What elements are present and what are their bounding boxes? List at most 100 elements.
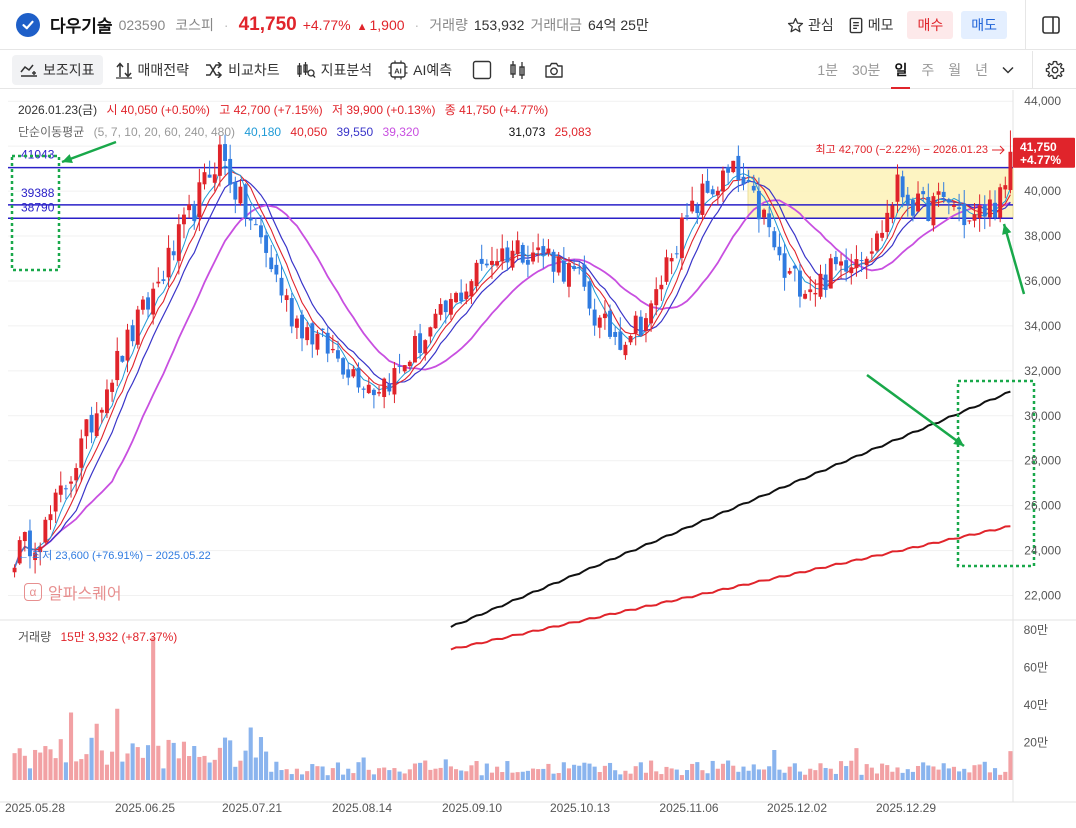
volume-bar: [104, 764, 110, 780]
candle-body: [182, 214, 186, 225]
ai-predict-label: AI예측: [413, 61, 453, 78]
y-tick-label: 26,000: [1024, 499, 1061, 513]
candle-body: [418, 333, 423, 353]
candle-body: [484, 263, 489, 266]
screenshot-button[interactable]: [544, 61, 564, 79]
volume-bar: [305, 771, 310, 780]
volume-bar: [474, 761, 479, 780]
volume-bar: [597, 772, 602, 780]
volume-bar: [566, 768, 572, 780]
watch-button[interactable]: 관심: [787, 15, 834, 35]
tf-week[interactable]: 주: [921, 62, 935, 78]
level-label-41043: 41043: [21, 148, 55, 162]
volume-bar: [335, 762, 341, 780]
volume-bar: [520, 771, 525, 780]
buy-button[interactable]: 매수: [907, 11, 954, 39]
candle-body: [253, 224, 258, 226]
brand-watermark: α 알파스퀘어: [24, 580, 122, 604]
ai-predict-button[interactable]: AI AI예측: [388, 60, 452, 80]
candle-body: [957, 207, 962, 210]
ma-periods: (5, 7, 10, 20, 60, 240, 480): [93, 125, 236, 139]
volume-bar: [79, 759, 84, 780]
volume-tick-label: 20만: [1024, 736, 1048, 750]
memo-button[interactable]: 메모: [848, 15, 893, 35]
volume-bar: [43, 746, 48, 780]
volume-bar: [623, 770, 628, 780]
candle-body: [946, 199, 951, 203]
volume-bar: [808, 768, 813, 780]
strategy-button[interactable]: 매매전략: [115, 60, 189, 80]
y-tick-label: 24,000: [1024, 544, 1061, 558]
tf-month[interactable]: 월: [948, 62, 962, 78]
candle-body: [402, 365, 407, 372]
volume-bar: [279, 770, 284, 780]
candle-body: [849, 267, 854, 274]
last-price-value: 41,750: [1020, 140, 1057, 154]
level-label-38790: 38790: [21, 200, 55, 214]
candle-body: [233, 181, 238, 200]
sell-button[interactable]: 매도: [961, 11, 1007, 39]
volume-bar: [433, 768, 438, 780]
dotted-box-left: [10, 154, 61, 272]
volume-bar: [664, 766, 669, 780]
candle-body: [767, 213, 772, 228]
change-amount-value: 1,900: [369, 16, 405, 33]
ma480-line: [450, 525, 1011, 651]
low-annotation: ← 최저 23,600 (+76.91%) − 2025.05.22: [18, 549, 211, 562]
chevron-down-icon[interactable]: [1002, 66, 1014, 74]
candle-body: [217, 144, 222, 176]
candle-type-button[interactable]: [508, 60, 528, 80]
volume-bar: [828, 768, 833, 780]
tf-30min[interactable]: 30분: [851, 62, 881, 78]
volume-bar: [869, 767, 874, 780]
volume-bar: [284, 769, 289, 780]
candle-body: [644, 318, 648, 332]
candle-body: [567, 263, 571, 287]
candle-body: [839, 261, 843, 266]
candle-body: [916, 193, 920, 212]
candle-body: [356, 367, 361, 388]
candle-body: [423, 340, 428, 354]
volume-bar: [546, 763, 551, 780]
tf-year[interactable]: 년: [975, 62, 988, 78]
volume-bar: [638, 762, 643, 780]
candle-body: [813, 292, 818, 295]
volume-bar: [1003, 771, 1008, 780]
candle-body: [633, 315, 638, 334]
candle-body: [17, 540, 22, 564]
ma20-value: 39,320: [382, 125, 420, 139]
tf-day[interactable]: 일: [891, 51, 911, 89]
candle-body: [715, 190, 720, 196]
candle-body: [628, 335, 633, 343]
volume-bar: [772, 750, 777, 780]
candle-body: [721, 170, 725, 192]
candle-body: [972, 214, 977, 221]
volume-bar: [438, 767, 443, 780]
ma10-value: 39,550: [336, 125, 374, 139]
candle-body: [941, 191, 946, 198]
volume-bar: [145, 745, 151, 780]
volume-bar: [156, 745, 161, 780]
tf-1min[interactable]: 1분: [817, 62, 838, 78]
volume-bar: [500, 772, 505, 780]
compare-button[interactable]: 비교차트: [205, 60, 280, 80]
volume-bar: [741, 766, 746, 780]
volume-bar: [330, 768, 335, 780]
settings-button[interactable]: [1032, 51, 1076, 89]
stock-name[interactable]: 다우기술: [50, 17, 113, 36]
volume-bar: [151, 637, 156, 780]
indicator-button[interactable]: 보조지표: [12, 54, 103, 85]
candle-body: [248, 218, 253, 221]
chart-type-square-button[interactable]: [472, 60, 492, 80]
volume-bar: [248, 727, 253, 780]
drawing-annotations[interactable]: 최고 42,700 (−2.22%) − 2026.01.23 ← 최저 23,6…: [10, 140, 1036, 568]
analysis-button[interactable]: 지표분석: [296, 60, 372, 80]
side-panel-toggle[interactable]: [1026, 15, 1076, 35]
candle-body: [125, 329, 130, 361]
volume-bar: [171, 742, 176, 780]
volume-bar: [915, 765, 921, 780]
green-arrow-top-left-head: [62, 154, 73, 164]
up-triangle-icon: ▲: [356, 20, 368, 33]
